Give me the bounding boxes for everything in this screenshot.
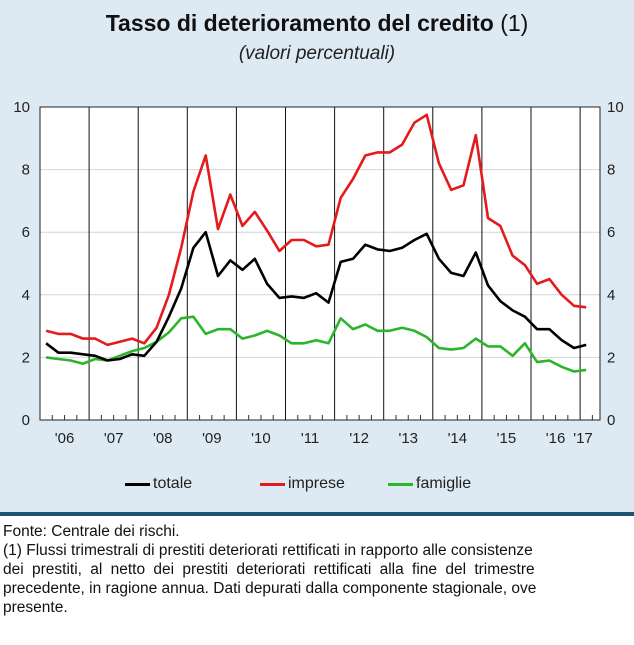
legend-label: famiglie bbox=[416, 475, 472, 492]
y-tick-label-left: 4 bbox=[22, 287, 30, 304]
plot-border bbox=[39, 106, 601, 421]
y-tick-label-left: 10 bbox=[13, 99, 30, 116]
x-tick-label: '06 bbox=[55, 430, 75, 447]
x-tick-label: '07 bbox=[104, 430, 124, 447]
y-tick-label-left: 2 bbox=[22, 349, 30, 366]
line-chart: 0 0 2 2 4 4 6 6 8 8 10 10 '06 '07 '08 '09 '10 '11 '12 '13 '1… bbox=[13, 99, 624, 447]
legend-swatch bbox=[125, 482, 150, 486]
y-tick-label-right: 6 bbox=[607, 224, 615, 241]
x-tick-label: '16 bbox=[546, 430, 566, 447]
series-line-totale bbox=[45, 230, 587, 362]
chart-subtitle: (valori percentuali) bbox=[238, 43, 396, 64]
y-tick-label-left: 8 bbox=[22, 162, 30, 179]
legend-label: totale bbox=[153, 475, 193, 492]
y-tick-label-right: 10 bbox=[607, 99, 624, 116]
chart-title: Tasso di deterioramento del credito (1) bbox=[105, 10, 529, 36]
legend-item-totale: totale bbox=[125, 475, 192, 493]
source-note: Fonte: Centrale dei rischi. bbox=[3, 523, 180, 540]
legend-label: imprese bbox=[288, 475, 345, 492]
x-tick-label: '08 bbox=[153, 430, 173, 447]
footnote-line: (1) Flussi trimestrali di prestiti deter… bbox=[3, 542, 533, 559]
legend-item-imprese: imprese bbox=[260, 475, 345, 493]
footnote-line: precedente, in ragione annua. Dati depur… bbox=[3, 580, 537, 597]
series-line-famiglie bbox=[45, 315, 587, 373]
y-tick-label-right: 8 bbox=[607, 162, 615, 179]
legend-item-famiglie: famiglie bbox=[388, 475, 471, 493]
x-tick-label: '15 bbox=[497, 430, 517, 447]
y-tick-label-left: 6 bbox=[22, 224, 30, 241]
x-tick-label: '17 bbox=[573, 430, 593, 447]
x-tick-label: '10 bbox=[251, 430, 271, 447]
x-tick-label: '13 bbox=[398, 430, 418, 447]
footnote-line: presente. bbox=[3, 599, 68, 616]
y-tick-label-right: 2 bbox=[607, 349, 615, 366]
legend-swatch bbox=[260, 482, 285, 486]
y-tick-label-right: 4 bbox=[607, 287, 615, 304]
legend-swatch bbox=[388, 482, 413, 486]
plot-area bbox=[40, 107, 600, 420]
x-tick-label: '09 bbox=[202, 430, 222, 447]
x-tick-label: '11 bbox=[301, 430, 319, 447]
x-tick-label: '12 bbox=[349, 430, 369, 447]
y-tick-label-left: 0 bbox=[22, 412, 30, 429]
footnote-line: dei prestiti, al netto dei prestiti dete… bbox=[3, 561, 535, 578]
series-line-imprese bbox=[45, 113, 587, 347]
y-tick-label-right: 0 bbox=[607, 412, 615, 429]
chart-panel: Tasso di deterioramento del credito (1) … bbox=[0, 0, 634, 516]
x-tick-label: '14 bbox=[448, 430, 468, 447]
footnotes: Fonte: Centrale dei rischi. (1) Flussi t… bbox=[3, 522, 634, 617]
